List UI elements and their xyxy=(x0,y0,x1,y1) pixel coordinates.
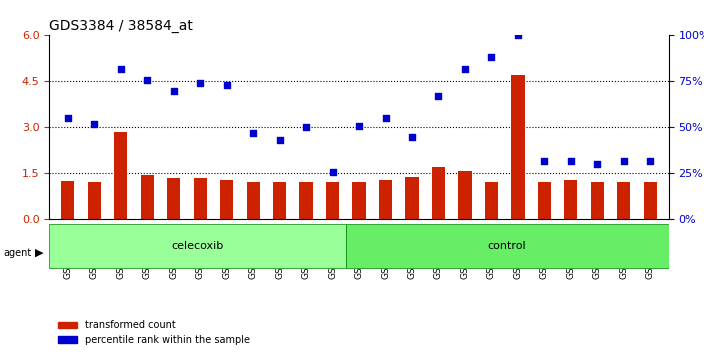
Bar xyxy=(326,182,339,219)
FancyBboxPatch shape xyxy=(346,224,669,268)
Text: control: control xyxy=(488,241,527,251)
Point xyxy=(513,33,524,38)
Text: agent: agent xyxy=(4,248,32,258)
Bar xyxy=(61,181,75,219)
Point xyxy=(433,93,444,99)
Point xyxy=(62,115,73,121)
Text: GDS3384 / 38584_at: GDS3384 / 38584_at xyxy=(49,19,193,33)
Bar xyxy=(617,182,630,219)
Point xyxy=(618,158,629,164)
Point xyxy=(645,158,656,164)
Bar xyxy=(643,182,657,219)
Bar xyxy=(167,178,180,219)
Point xyxy=(274,137,285,143)
Point xyxy=(353,123,365,129)
Point xyxy=(301,125,312,130)
Bar xyxy=(194,178,207,219)
Point xyxy=(380,115,391,121)
Bar xyxy=(538,182,551,219)
Point xyxy=(248,130,259,136)
Bar xyxy=(432,167,445,219)
Point xyxy=(565,158,577,164)
Bar xyxy=(353,182,365,219)
Point xyxy=(539,158,550,164)
Point xyxy=(327,169,338,175)
Bar xyxy=(273,182,287,219)
Point xyxy=(168,88,180,93)
Point xyxy=(406,134,417,139)
Bar xyxy=(379,180,392,219)
Point xyxy=(459,66,470,72)
Text: celecoxib: celecoxib xyxy=(171,241,224,251)
Bar xyxy=(564,180,577,219)
Bar xyxy=(485,182,498,219)
Bar xyxy=(591,182,604,219)
Bar xyxy=(114,132,127,219)
Point xyxy=(115,66,127,72)
Bar xyxy=(220,180,233,219)
Bar xyxy=(406,177,419,219)
Bar xyxy=(141,175,154,219)
Bar xyxy=(299,182,313,219)
Point xyxy=(89,121,100,127)
Text: ▶: ▶ xyxy=(34,248,43,258)
Point xyxy=(142,77,153,82)
Point xyxy=(486,55,497,60)
Point xyxy=(221,82,232,88)
Point xyxy=(194,80,206,86)
Legend: transformed count, percentile rank within the sample: transformed count, percentile rank withi… xyxy=(54,316,254,349)
FancyBboxPatch shape xyxy=(49,224,346,268)
Bar xyxy=(246,182,260,219)
Point xyxy=(591,161,603,167)
Bar xyxy=(88,182,101,219)
Bar xyxy=(458,171,472,219)
Bar xyxy=(511,75,524,219)
